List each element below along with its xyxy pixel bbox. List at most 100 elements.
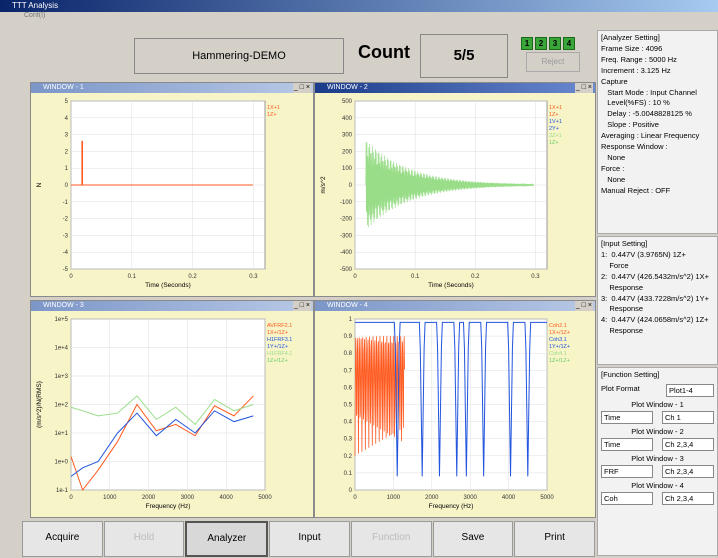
analyzer-setting-line: Force : xyxy=(601,163,625,173)
plot-window-setting-label: Plot Window - 4 xyxy=(631,480,684,490)
function-button[interactable]: Function xyxy=(350,521,432,557)
x-tick-label: 2000 xyxy=(142,495,156,501)
mode-label-box: Hammering-DEMO xyxy=(134,38,344,74)
analyzer-setting-line: Capture xyxy=(601,76,628,86)
plot-window-setting-row: Time Ch 2,3,4 xyxy=(601,437,714,451)
acquire-button[interactable]: Acquire xyxy=(22,521,103,557)
y-tick-label: -200 xyxy=(340,217,353,223)
plot-type-select[interactable]: Time xyxy=(601,410,653,424)
count-value-box: 5/5 xyxy=(420,34,508,78)
y-tick-label: 1 xyxy=(349,317,353,323)
plot-window-3-titlebar[interactable]: WINDOW - 3 _ □ × xyxy=(31,301,313,311)
channel-select[interactable]: Ch 1 xyxy=(662,410,714,424)
plot-window-4[interactable]: WINDOW - 4 _ □ × 1 0.9 0.8 0.7 0.6 0.5 0.4 0.3 0.… xyxy=(314,300,596,518)
x-tick-label: 1000 xyxy=(103,495,117,501)
plot-type-select[interactable]: FRF xyxy=(601,464,653,478)
y-tick-label: -100 xyxy=(340,200,353,206)
analyzer-button[interactable]: Analyzer xyxy=(185,521,269,557)
plot-window-2-titlebar[interactable]: WINDOW - 2 _ □ × xyxy=(315,83,595,93)
x-tick-label: 5000 xyxy=(540,495,554,501)
plot-3-svg: 1e+5 1e+4 1e+3 1e+2 1e+1 1e+0 1e-10 1000 2000 300… xyxy=(36,317,292,510)
y-tick-label: -1 xyxy=(63,200,69,206)
y-tick-label: 200 xyxy=(342,149,353,155)
plot-4-svg: 1 0.9 0.8 0.7 0.6 0.5 0.4 0.3 0.2 0.1 00 1000 2000 30… xyxy=(344,317,570,510)
input-button[interactable]: Input xyxy=(269,521,350,557)
y-tick-label: -400 xyxy=(340,250,353,256)
series-line xyxy=(71,140,253,186)
x-tick-label: 2000 xyxy=(425,495,439,501)
input-setting-line: 3: 0.447V (433.7228m/s^2) 1Y+ xyxy=(601,293,709,303)
analyzer-setting-line: Frame Size : 4096 xyxy=(601,43,663,53)
y-tick-label: 1e+3 xyxy=(54,374,68,380)
y-tick-label: 2 xyxy=(65,149,69,155)
window-controls[interactable]: _ □ × xyxy=(292,83,311,93)
channel-select[interactable]: Ch 2,3,4 xyxy=(662,491,714,505)
x-tick-label: 3000 xyxy=(181,495,195,501)
y-tick-label: 300 xyxy=(342,133,353,139)
window-controls[interactable]: _ □ × xyxy=(574,83,593,93)
window-controls[interactable]: _ □ × xyxy=(292,301,311,311)
menu-bar[interactable]: Conf(I) xyxy=(0,12,718,22)
x-tick-label: 4000 xyxy=(502,495,516,501)
plot-window-2[interactable]: WINDOW - 2 _ □ × 500 400 300 200 100 0 -100 -200… xyxy=(314,82,596,297)
plot-window-setting-row: Time Ch 1 xyxy=(601,410,714,424)
window-controls[interactable]: _ □ × xyxy=(574,301,593,311)
analyzer-setting-line: None xyxy=(601,174,626,184)
reject-button[interactable]: Reject xyxy=(526,52,580,72)
print-button[interactable]: Print xyxy=(514,521,596,557)
y-tick-label: -300 xyxy=(340,233,353,239)
bottom-toolbar: Acquire Hold Analyzer Input Function Sav… xyxy=(22,521,596,557)
plot-window-settings: Plot Window - 1 Time Ch 1 Plot Window - 2 Ti… xyxy=(601,400,714,505)
plot-window-1[interactable]: WINDOW - 1 _ □ × 5 4 3 2 1 0 -1 -2 -3 -4 -5 0 0.1 0.2 0… xyxy=(30,82,314,297)
y-tick-label: 5 xyxy=(65,99,69,105)
save-button[interactable]: Save xyxy=(432,521,514,557)
y-tick-label: 0 xyxy=(65,183,69,189)
count-value: 5/5 xyxy=(453,47,475,64)
hold-button[interactable]: Hold xyxy=(103,521,185,557)
channel-indicator-1: 1 xyxy=(521,37,533,50)
x-axis-label: Time (Seconds) xyxy=(428,282,474,289)
y-tick-label: 100 xyxy=(342,166,353,172)
y-tick-label: 1e-1 xyxy=(56,488,69,494)
y-tick-label: 0.1 xyxy=(344,471,353,477)
plot-window-3[interactable]: WINDOW - 3 _ □ × 1e+5 1e+4 1e+3 1e+2 1e+1 1e+0… xyxy=(30,300,314,518)
y-tick-label: 0.9 xyxy=(344,334,353,340)
legend-entry: 3Z+1 xyxy=(549,133,562,139)
y-axis-label: m/s^2 xyxy=(320,176,327,194)
y-tick-label: 4 xyxy=(65,116,69,122)
y-tick-label: 0 xyxy=(349,488,353,494)
analyzer-setting-line: Delay : -5.0048828125 % xyxy=(601,109,692,119)
y-tick-label: 0 xyxy=(349,183,353,189)
y-tick-label: 1e+4 xyxy=(54,346,68,352)
y-tick-label: 1e+0 xyxy=(54,460,68,466)
legend-entry: 1X+/1Z+ xyxy=(267,330,288,336)
function-setting-panel: [Function Setting] Plot Format Plot1-4 P… xyxy=(597,367,718,556)
x-tick-label: 0 xyxy=(353,495,357,501)
legend-entry: 1X+/1Z+ xyxy=(549,330,570,336)
plot-format-select[interactable]: Plot1-4 xyxy=(666,383,714,397)
mode-label: Hammering-DEMO xyxy=(192,50,286,62)
channel-select[interactable]: Ch 2,3,4 xyxy=(662,464,714,478)
legend-entry: 1Z+/1Z+ xyxy=(549,358,570,364)
x-tick-label: 0.1 xyxy=(128,274,137,280)
x-axis-label: Frequency (Hz) xyxy=(429,503,474,510)
input-setting-line: 1: 0.447V (3.9765N) 1Z+ xyxy=(601,249,686,259)
y-tick-label: 0.3 xyxy=(344,437,353,443)
plot-window-4-titlebar[interactable]: WINDOW - 4 _ □ × xyxy=(315,301,595,311)
x-tick-label: 0.2 xyxy=(471,274,480,280)
analyzer-setting-line: Slope : Positive xyxy=(601,120,659,130)
count-label: Count xyxy=(358,42,410,62)
plot-window-setting-label: Plot Window - 3 xyxy=(631,453,684,463)
input-setting-panel: [Input Setting] 1: 0.447V (3.9765N) 1Z+ F… xyxy=(597,236,718,365)
plot-window-4-title: WINDOW - 4 xyxy=(327,302,368,309)
plot-type-select[interactable]: Time xyxy=(601,437,653,451)
y-tick-label: -3 xyxy=(63,233,69,239)
analyzer-setting-panel: [Analyzer Setting] Frame Size : 4096 Freq.… xyxy=(597,30,718,234)
channel-select[interactable]: Ch 2,3,4 xyxy=(662,437,714,451)
plot-window-1-titlebar[interactable]: WINDOW - 1 _ □ × xyxy=(31,83,313,93)
plot-type-select[interactable]: Coh xyxy=(601,491,653,505)
channel-indicator-2: 2 xyxy=(535,37,547,50)
y-tick-label: -4 xyxy=(63,250,69,256)
series-line xyxy=(70,410,254,477)
